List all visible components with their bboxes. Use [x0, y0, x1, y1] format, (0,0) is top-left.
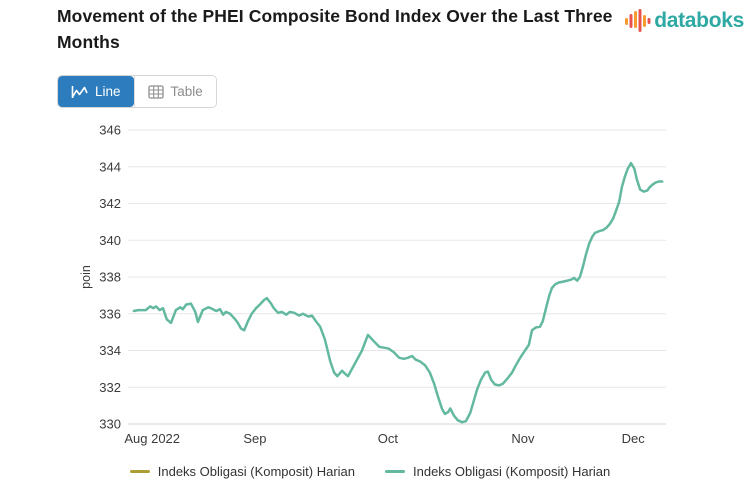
line-view-button[interactable]: Line: [58, 76, 134, 107]
legend-label-series-1: Indeks Obligasi (Komposit) Harian: [157, 464, 355, 479]
legend-label-series-2: Indeks Obligasi (Komposit) Harian: [413, 464, 611, 479]
databoks-wordmark: databoks: [654, 9, 744, 32]
line-button-label: Line: [95, 84, 121, 99]
x-tick-label: Sep: [243, 431, 266, 446]
y-tick-label: 342: [99, 196, 121, 211]
y-tick-label: 332: [99, 380, 121, 395]
table-icon: [147, 84, 164, 99]
y-axis-title: poin: [79, 265, 93, 289]
y-tick-label: 340: [99, 233, 121, 248]
chart-canvas: 330 332 334 336 338 340 342 344 346 Aug 2022 Sep Oc…: [79, 123, 666, 446]
legend-swatch-teal: [385, 470, 405, 473]
legend-item-series-2[interactable]: Indeks Obligasi (Komposit) Harian: [385, 464, 610, 479]
line-chart-icon: [71, 85, 88, 98]
chart-view-toggle: Line Table: [57, 75, 217, 108]
databoks-pulse-icon: [625, 9, 651, 32]
x-tick-label: Aug 2022: [124, 431, 180, 446]
y-tick-label: 330: [99, 417, 121, 432]
legend-swatch-olive: [129, 470, 150, 473]
chart-legend: Indeks Obligasi (Komposit) Harian Indeks…: [0, 464, 740, 479]
y-tick-label: 346: [99, 123, 121, 138]
table-button-label: Table: [170, 84, 203, 99]
x-tick-label: Nov: [511, 431, 535, 446]
y-tick-label: 344: [99, 159, 121, 174]
y-tick-label: 338: [99, 270, 121, 285]
table-view-button[interactable]: Table: [133, 76, 216, 107]
page-title: Movement of the PHEI Composite Bond Inde…: [57, 6, 613, 52]
series-line: [132, 161, 664, 424]
y-tick-label: 336: [99, 306, 121, 321]
legend-item-series-1[interactable]: Indeks Obligasi (Komposit) Harian: [129, 464, 355, 479]
x-tick-label: Dec: [622, 431, 646, 446]
x-tick-label: Oct: [378, 431, 399, 446]
databoks-logo: databoks: [624, 7, 744, 35]
y-tick-label: 334: [99, 343, 121, 358]
